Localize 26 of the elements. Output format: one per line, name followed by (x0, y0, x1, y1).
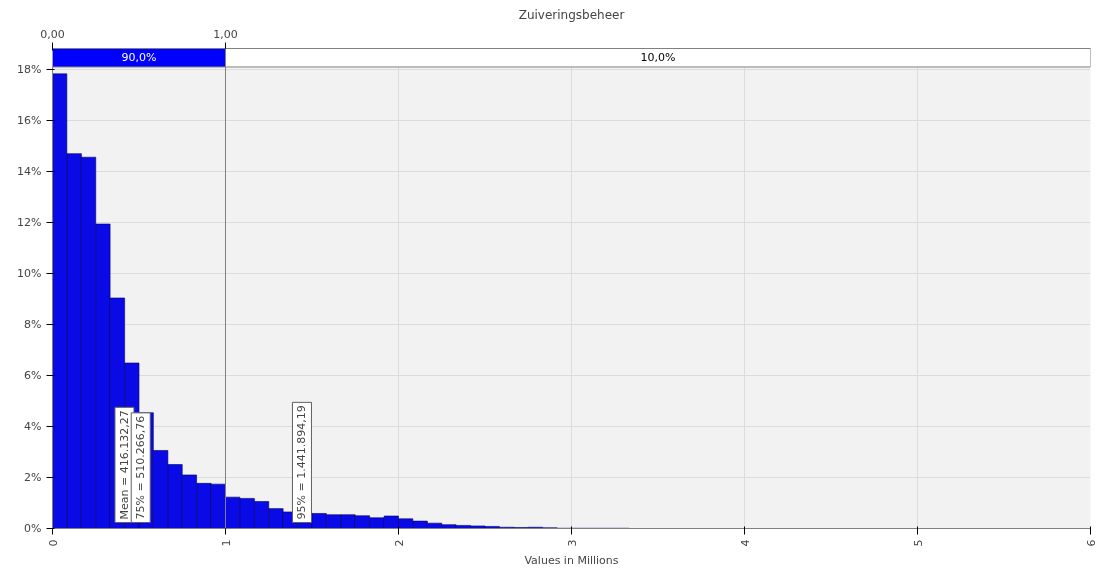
y-tick-label: 18% (17, 63, 42, 77)
text: 10,0% (640, 51, 676, 65)
x-tick-label: 4 (738, 539, 752, 547)
y-tick-label: 16% (17, 114, 42, 128)
y-tick-label: 6% (24, 369, 42, 382)
x-tick-label: 5 (911, 539, 925, 547)
annotation: 95% = 1.441.894,19 (295, 405, 309, 520)
y-tick-label: 8% (24, 318, 42, 332)
x-tick-label: 2 (392, 539, 406, 547)
y-tick-label: 2% (24, 471, 42, 484)
x-tick-label: 1 (219, 539, 233, 547)
x-tick-label: 6 (1084, 539, 1098, 547)
y-tick-label: 10% (17, 267, 42, 281)
x-tick-label: 3 (565, 539, 579, 547)
y-tick-label: 12% (17, 216, 42, 230)
annotation: Mean = 416.132,27 (117, 410, 131, 520)
chart-title: Zuiveringsbeheer (518, 7, 625, 22)
y-tick-label: 0% (24, 522, 42, 535)
y-tick-label: 4% (24, 420, 42, 433)
text: 90,0% (121, 51, 157, 65)
x-tick-label: 0 (46, 539, 60, 547)
x-axis-title: Values in Millions (524, 554, 619, 568)
x2-tick-label: 1,00 (213, 27, 238, 41)
x2-tick-label: 0,00 (40, 27, 65, 41)
annotation: 75% = 510.266,76 (134, 415, 148, 520)
y-tick-label: 14% (17, 165, 42, 179)
